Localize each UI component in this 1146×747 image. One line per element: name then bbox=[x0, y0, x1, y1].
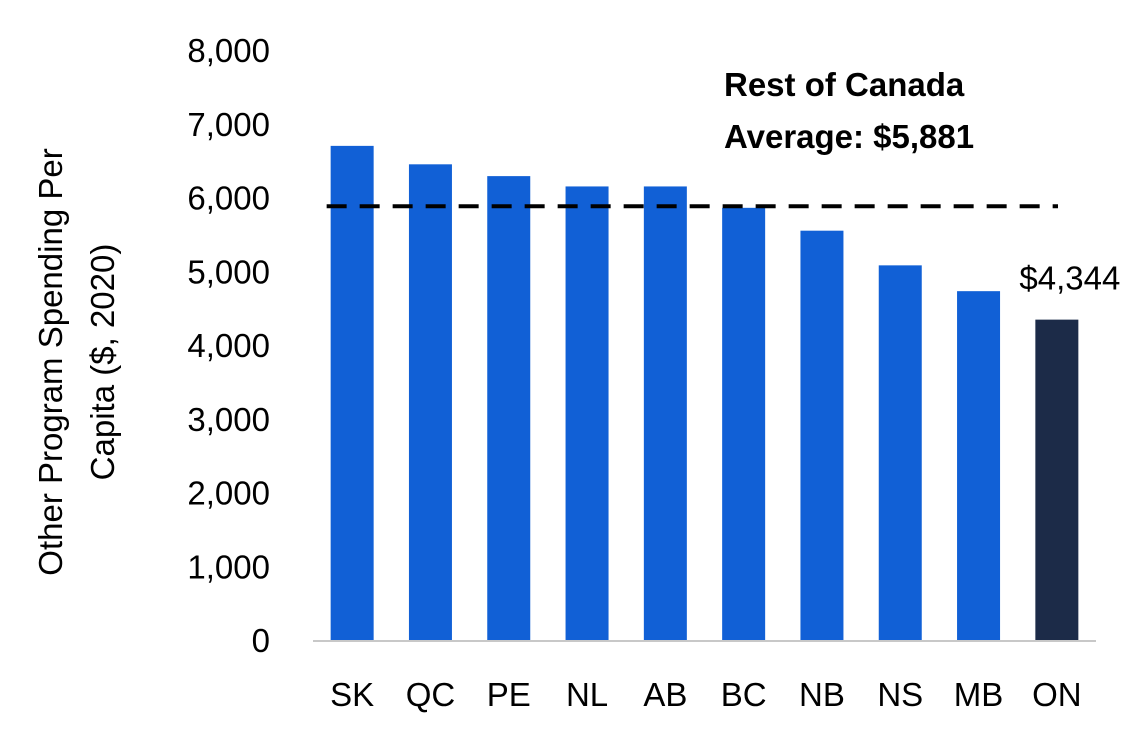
y-tick-label: 5,000 bbox=[187, 253, 270, 290]
bar-pe bbox=[487, 176, 531, 641]
y-tick-label: 3,000 bbox=[187, 401, 270, 438]
y-tick-label: 2,000 bbox=[187, 475, 270, 512]
y-tick-label: 7,000 bbox=[187, 106, 270, 143]
bar-qc bbox=[408, 164, 452, 640]
bar-bc bbox=[722, 207, 766, 640]
bar-ns bbox=[878, 265, 922, 640]
y-tick-label: 0 bbox=[252, 622, 270, 659]
bar-nb bbox=[800, 230, 844, 640]
x-tick-label-ns: NS bbox=[877, 676, 923, 713]
bar-ab bbox=[643, 186, 687, 640]
x-tick-label-mb: MB bbox=[954, 676, 1004, 713]
x-tick-label-nb: NB bbox=[799, 676, 845, 713]
x-tick-label-nl: NL bbox=[566, 676, 608, 713]
y-axis-title-line-2: Capita ($, 2020) bbox=[84, 244, 121, 481]
x-tick-label-sk: SK bbox=[330, 676, 374, 713]
reference-label-line-1: Rest of Canada bbox=[724, 66, 965, 103]
x-axis-ticks: SK QC PE NL AB BC NB NS MB ON bbox=[330, 676, 1081, 713]
bars bbox=[330, 145, 1079, 641]
bar-mb bbox=[957, 291, 1001, 640]
bar-sk bbox=[330, 145, 374, 640]
y-tick-label: 4,000 bbox=[187, 327, 270, 364]
y-axis-ticks: 0 1,000 2,000 3,000 4,000 5,000 6,000 7,000 8,00… bbox=[187, 32, 270, 659]
y-tick-label: 8,000 bbox=[187, 32, 270, 69]
data-label-on: $4,344 bbox=[1019, 260, 1120, 297]
y-tick-label: 1,000 bbox=[187, 548, 270, 585]
x-tick-label-bc: BC bbox=[721, 676, 767, 713]
x-tick-label-on: ON bbox=[1032, 676, 1082, 713]
reference-label-line-2: Average: $5,881 bbox=[724, 118, 974, 155]
bar-nl bbox=[565, 186, 609, 640]
y-tick-label: 6,000 bbox=[187, 180, 270, 217]
x-tick-label-pe: PE bbox=[487, 676, 531, 713]
x-tick-label-qc: QC bbox=[406, 676, 456, 713]
y-axis-title-line-1: Other Program Spending Per bbox=[32, 148, 69, 575]
bar-on bbox=[1035, 319, 1079, 640]
x-tick-label-ab: AB bbox=[643, 676, 687, 713]
